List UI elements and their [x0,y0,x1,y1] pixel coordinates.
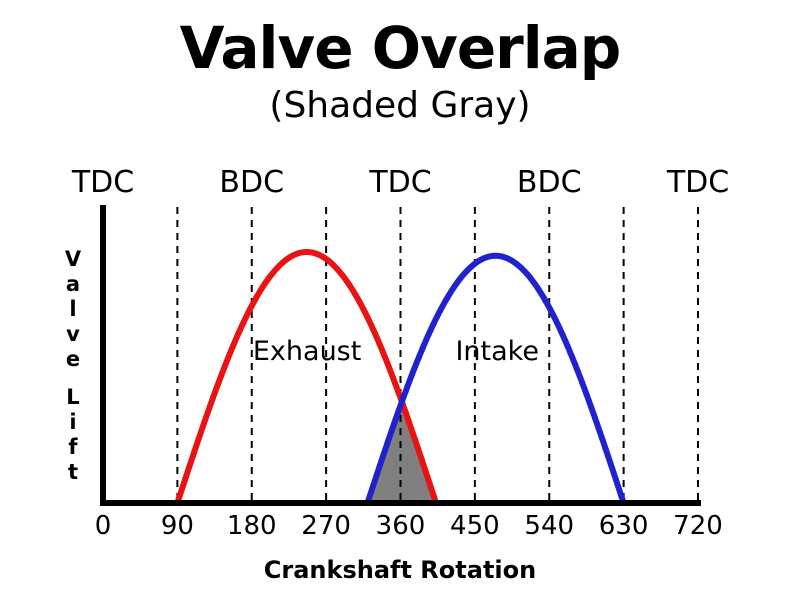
intake-curve [364,252,627,506]
top-label-bdc-180: BDC [219,165,285,200]
x-tick-180: 180 [226,511,277,541]
x-tick-630: 630 [598,511,649,541]
exhaust-label: Exhaust [252,336,362,367]
x-tick-90: 90 [160,511,194,541]
y-label-letter: i [69,410,77,434]
y-label-letter: l [69,297,77,321]
y-label-letter: V [64,247,82,271]
y-label-letter: e [65,347,81,371]
top-label-tdc-360: TDC [369,165,432,200]
x-axis-label: Crankshaft Rotation [263,556,537,584]
x-tick-540: 540 [524,511,575,541]
x-tick-720: 720 [673,511,723,541]
x-tick-360: 360 [375,511,426,541]
top-label-tdc-0: TDC [71,165,135,200]
y-label-letter: a [65,272,81,296]
exhaust-curve [174,249,439,506]
overlap-shaded-region [367,402,436,503]
top-label-tdc-720: TDC [666,165,730,200]
y-label-letter: f [68,435,78,459]
x-tick-270: 270 [301,511,351,541]
x-tick-0: 0 [94,511,112,541]
chart-subtitle: (Shaded Gray) [269,85,531,126]
y-label-letter: v [66,322,80,346]
y-label-letter: t [67,460,79,484]
x-tick-450: 450 [450,511,500,541]
chart-title: Valve Overlap [179,14,622,82]
top-label-bdc-540: BDC [516,165,582,200]
intake-label: Intake [455,336,539,367]
y-label-letter: L [66,385,80,409]
